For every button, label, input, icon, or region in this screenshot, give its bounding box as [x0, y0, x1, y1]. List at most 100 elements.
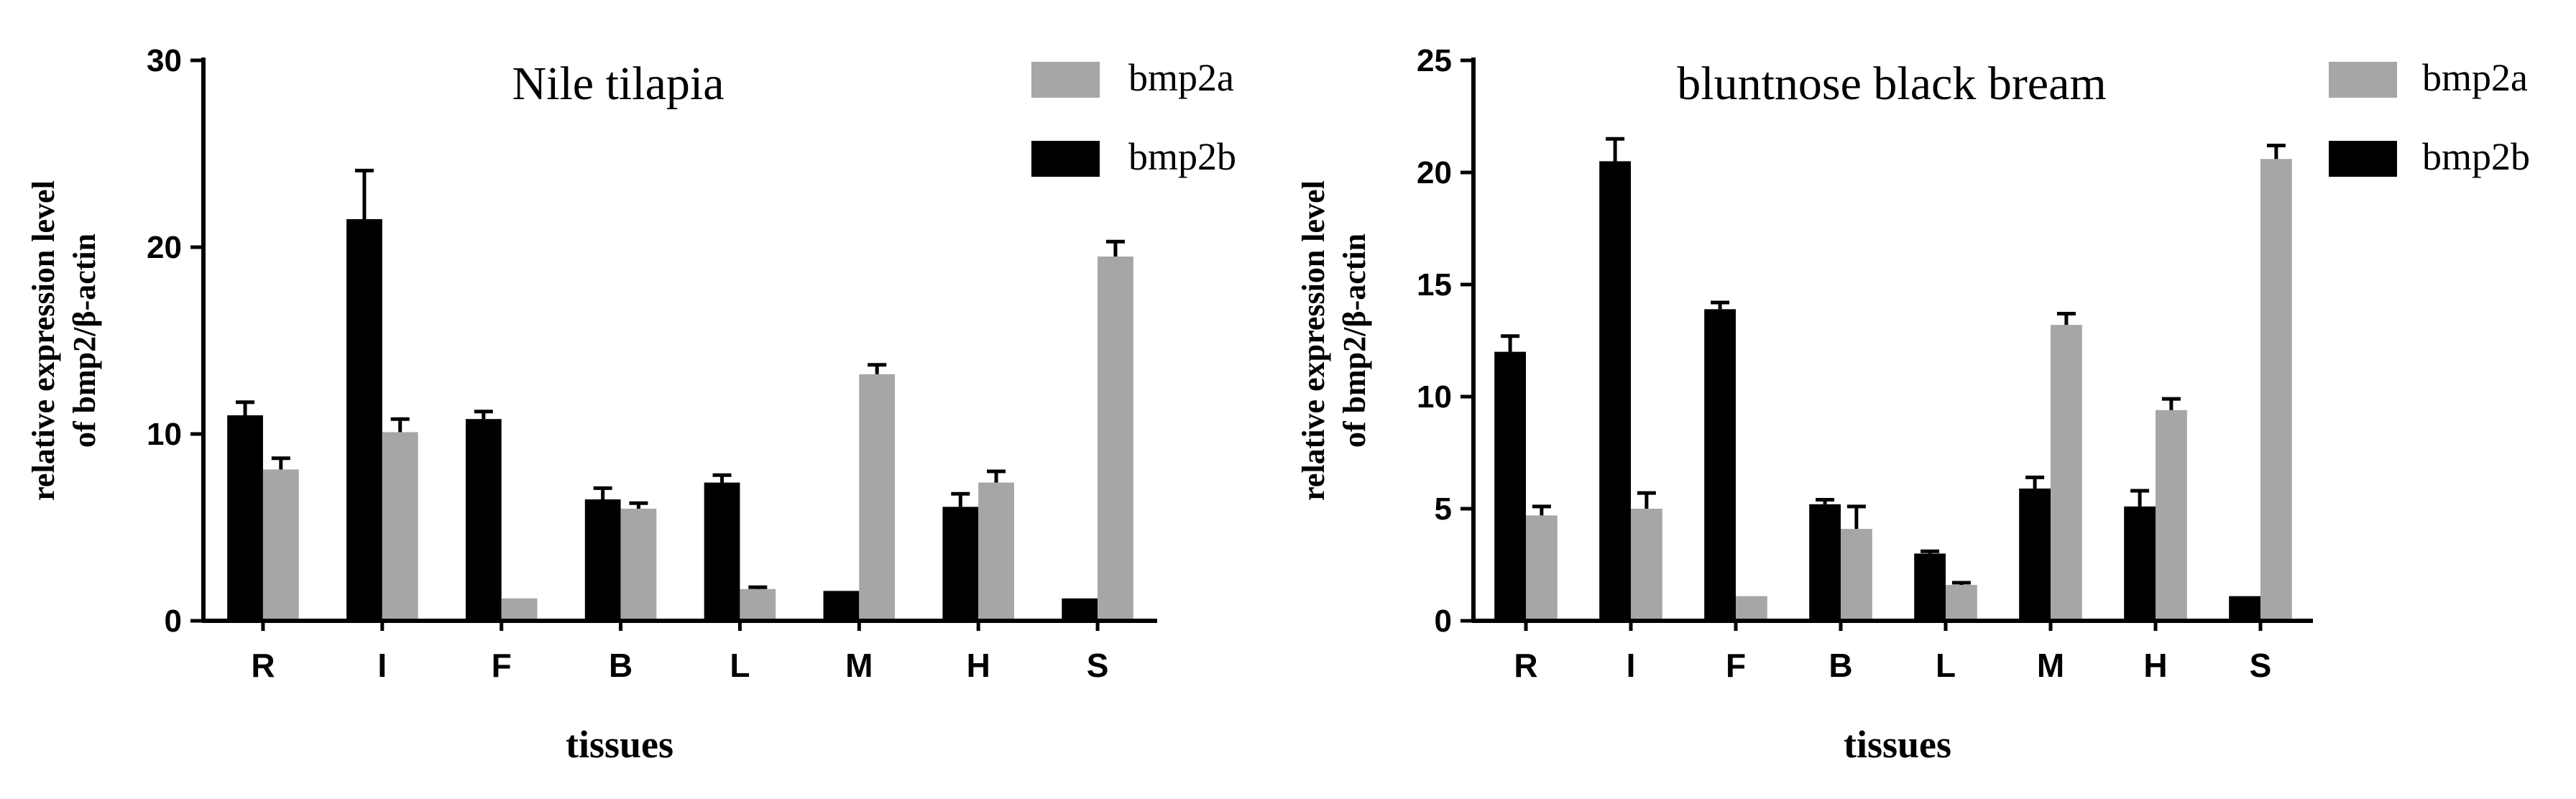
x-tick-label-s: S — [2250, 647, 2272, 684]
bar-bmp2a-h — [2156, 410, 2187, 621]
y-axis-label-line-2: of bmp2/β-actin — [67, 234, 102, 448]
legend-item-bmp2b: bmp2b — [2329, 135, 2530, 178]
y-tick-label-15: 15 — [1417, 267, 1452, 302]
error-bar-bmp2a-h — [987, 469, 1006, 483]
error-bar-bmp2b-r — [236, 400, 255, 415]
x-axis-label: tissues — [1844, 723, 1951, 766]
chart-title: Nile tilapia — [512, 57, 724, 110]
y-axis-label-line-1: relative expression level — [1296, 180, 1331, 501]
x-tick-label-m: M — [2037, 647, 2064, 684]
error-bar-bmp2a-m — [868, 363, 887, 374]
error-bar-bmp2b-f — [474, 410, 493, 420]
x-tick-label-h: H — [967, 647, 990, 684]
bar-bmp2a-l — [1946, 585, 1977, 621]
legend-swatch-bmp2a — [1031, 62, 1100, 98]
legend: bmp2a bmp2b — [2329, 56, 2530, 178]
legend-swatch-bmp2b — [1031, 141, 1100, 177]
error-bar-bmp2a-s — [2266, 144, 2286, 160]
y-tick-label-10: 10 — [147, 417, 182, 452]
bar-bmp2b-f — [465, 419, 502, 621]
bar-bmp2b-l — [704, 482, 740, 621]
error-bar-bmp2b-r — [1501, 334, 1520, 352]
x-tick-label-b: B — [1828, 647, 1852, 684]
error-bar-bmp2a-m — [2056, 312, 2076, 325]
legend-swatch-bmp2a — [2329, 62, 2397, 98]
bar-bmp2b-i — [346, 219, 382, 621]
error-bar-bmp2a-b — [629, 501, 648, 509]
bar-bmp2a-f — [1736, 596, 1767, 621]
bar-bmp2a-s — [2260, 159, 2292, 621]
error-bar-bmp2b-i — [1606, 137, 1625, 162]
error-bar-bmp2a-h — [2161, 397, 2181, 410]
legend-item-bmp2b: bmp2b — [1031, 135, 1236, 178]
x-tick-label-f: F — [492, 647, 512, 684]
x-tick-label-s: S — [1087, 647, 1109, 684]
error-bar-bmp2b-i — [354, 168, 374, 219]
x-tick-label-i: I — [1627, 647, 1636, 684]
legend-swatch-bmp2b — [2329, 141, 2397, 177]
bar-bmp2b-m — [2019, 488, 2051, 621]
bar-bmp2a-b — [620, 509, 657, 621]
error-bar-bmp2b-m — [2025, 475, 2045, 489]
error-bar-bmp2a-r — [1532, 504, 1551, 516]
legend-item-bmp2a: bmp2a — [1031, 56, 1234, 99]
bar-bmp2b-f — [1704, 309, 1736, 621]
x-axis-label: tissues — [566, 723, 673, 766]
bar-bmp2a-f — [501, 598, 538, 621]
bar-bmp2a-r — [262, 469, 299, 621]
bar-bmp2a-h — [978, 482, 1014, 621]
x-tick-label-i: I — [377, 647, 387, 684]
error-bar-bmp2b-h — [951, 491, 970, 507]
chart-panel-bluntnose-black-bream: R I F B L M H S 0 5 10 15 20 25 bluntnose black bream r… — [1296, 43, 2530, 766]
legend-label-bmp2a: bmp2a — [2422, 56, 2528, 99]
error-bar-bmp2a-l — [1951, 581, 1971, 586]
chart-title: bluntnose black bream — [1677, 57, 2106, 110]
y-tick-label-0: 0 — [165, 604, 182, 639]
bar-bmp2b-h — [942, 507, 979, 621]
bar-bmp2b-s — [1062, 598, 1098, 621]
x-tick-label-l: L — [730, 647, 750, 684]
x-tick-label-h: H — [2143, 647, 2167, 684]
x-tick-label-l: L — [1936, 647, 1956, 684]
bar-bmp2a-b — [1841, 529, 1872, 621]
error-bar-bmp2b-f — [1711, 300, 1730, 310]
error-bar-bmp2a-i — [390, 417, 410, 433]
bar-bmp2b-r — [227, 415, 263, 621]
y-tick-label-30: 30 — [147, 43, 182, 78]
legend: bmp2a bmp2b — [1031, 56, 1236, 178]
bar-bmp2a-m — [2051, 325, 2082, 621]
bar-bmp2b-r — [1494, 351, 1526, 621]
x-tick-label-f: F — [1726, 647, 1746, 684]
bar-bmp2a-m — [859, 374, 896, 621]
chart-panel-nile-tilapia: R I F B L M H S 0 10 20 30 Nile tilapia relative expr… — [26, 43, 1236, 766]
x-tick-label-r: R — [251, 647, 275, 684]
error-bar-bmp2a-i — [1637, 491, 1656, 509]
legend-label-bmp2b: bmp2b — [2422, 135, 2530, 178]
bar-bmp2b-h — [2124, 506, 2156, 621]
y-axis-label-line-2: of bmp2/β-actin — [1337, 234, 1372, 448]
y-tick-label-0: 0 — [1435, 604, 1452, 639]
bar-bmp2b-b — [584, 499, 621, 621]
bar-bmp2b-m — [823, 591, 860, 621]
bar-bmp2b-s — [2229, 596, 2260, 621]
y-tick-label-10: 10 — [1417, 379, 1452, 415]
legend-item-bmp2a: bmp2a — [2329, 56, 2528, 99]
bar-bmp2b-b — [1809, 504, 1841, 621]
y-tick-label-20: 20 — [147, 230, 182, 265]
bar-bmp2b-l — [1914, 553, 1946, 621]
error-bar-bmp2b-b — [593, 486, 612, 499]
error-bar-bmp2b-l — [712, 473, 732, 483]
error-bar-bmp2b-h — [2130, 489, 2150, 507]
legend-label-bmp2a: bmp2a — [1128, 56, 1234, 99]
x-tick-label-m: M — [845, 647, 873, 684]
error-bar-bmp2b-l — [1920, 549, 1940, 554]
bar-bmp2a-l — [740, 588, 776, 621]
bar-bmp2a-i — [1631, 509, 1662, 621]
y-axis-label-line-1: relative expression level — [26, 180, 61, 501]
bar-bmp2a-s — [1098, 257, 1133, 621]
legend-label-bmp2b: bmp2b — [1128, 135, 1236, 178]
bar-bmp2a-i — [382, 432, 418, 621]
error-bar-bmp2a-s — [1105, 239, 1125, 257]
bar-bmp2b-i — [1599, 161, 1631, 621]
x-tick-label-b: B — [609, 647, 632, 684]
